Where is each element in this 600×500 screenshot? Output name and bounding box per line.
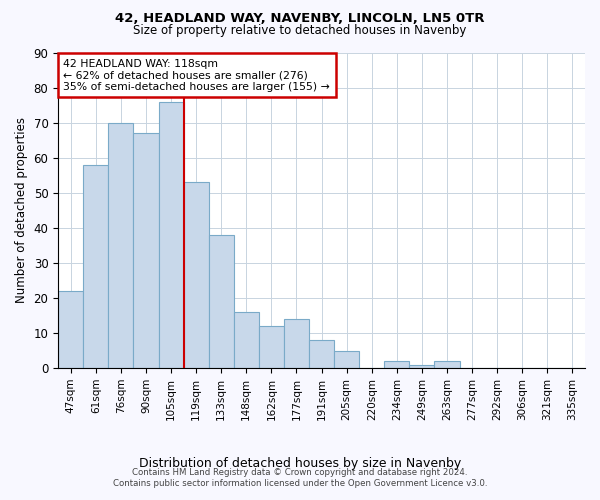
Bar <box>409 364 434 368</box>
Bar <box>234 312 259 368</box>
Text: 42, HEADLAND WAY, NAVENBY, LINCOLN, LN5 0TR: 42, HEADLAND WAY, NAVENBY, LINCOLN, LN5 … <box>115 12 485 26</box>
Bar <box>384 361 409 368</box>
Bar <box>334 350 359 368</box>
Bar <box>109 122 133 368</box>
Text: Distribution of detached houses by size in Navenby: Distribution of detached houses by size … <box>139 458 461 470</box>
Y-axis label: Number of detached properties: Number of detached properties <box>15 118 28 304</box>
Bar <box>434 361 460 368</box>
Bar <box>209 235 234 368</box>
Bar <box>284 319 309 368</box>
Text: Contains HM Land Registry data © Crown copyright and database right 2024.
Contai: Contains HM Land Registry data © Crown c… <box>113 468 487 487</box>
Bar <box>259 326 284 368</box>
Text: 42 HEADLAND WAY: 118sqm
← 62% of detached houses are smaller (276)
35% of semi-d: 42 HEADLAND WAY: 118sqm ← 62% of detache… <box>64 59 330 92</box>
Bar <box>133 133 158 368</box>
Bar <box>309 340 334 368</box>
Text: Size of property relative to detached houses in Navenby: Size of property relative to detached ho… <box>133 24 467 37</box>
Bar <box>158 102 184 368</box>
Bar <box>184 182 209 368</box>
Bar <box>58 291 83 368</box>
Bar <box>83 164 109 368</box>
